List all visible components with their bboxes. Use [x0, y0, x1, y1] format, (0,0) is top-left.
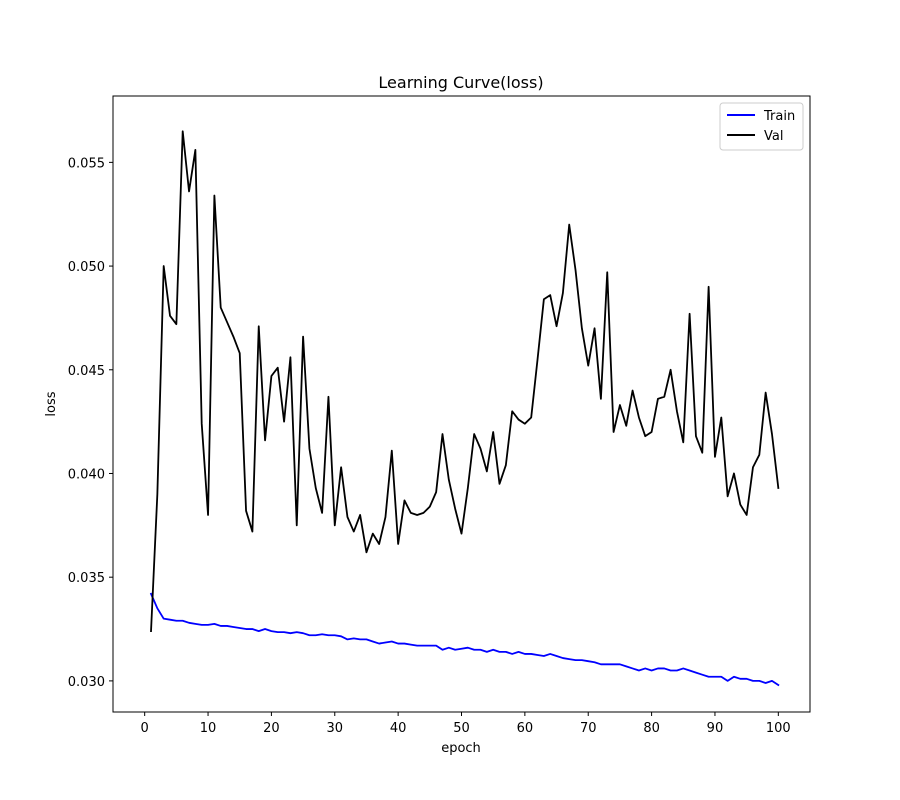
legend-label-val: Val — [764, 129, 783, 144]
x-tick-label: 60 — [517, 721, 534, 736]
x-tick-label: 80 — [643, 721, 660, 736]
y-axis-label: loss — [44, 391, 59, 416]
series-line-val — [150, 130, 780, 633]
y-tick-label: 0.035 — [68, 571, 105, 586]
x-tick-label: 10 — [200, 721, 217, 736]
x-tick-label: 100 — [766, 721, 791, 736]
x-tick-label: 0 — [141, 721, 149, 736]
series-layer — [149, 130, 780, 687]
x-tick-label: 20 — [263, 721, 280, 736]
x-tick-label: 70 — [580, 721, 597, 736]
y-tick-label: 0.030 — [68, 675, 105, 690]
y-axis: 0.030 0.035 0.040 0.045 0.050 0.055 — [68, 156, 113, 690]
legend: Train Val — [719, 102, 804, 151]
x-tick-label: 40 — [390, 721, 407, 736]
series-line-train — [149, 592, 780, 687]
y-tick-label: 0.040 — [68, 467, 105, 482]
x-axis-label: epoch — [441, 741, 481, 756]
plot-area — [113, 96, 810, 712]
y-tick-label: 0.055 — [68, 156, 105, 171]
x-tick-label: 90 — [707, 721, 724, 736]
x-tick-label: 50 — [453, 721, 470, 736]
y-tick-label: 0.050 — [68, 260, 105, 275]
chart-title: Learning Curve(loss) — [378, 73, 543, 92]
legend-label-train: Train — [763, 109, 795, 124]
y-tick-label: 0.045 — [68, 364, 105, 379]
x-axis: 0 10 20 30 40 50 60 70 80 90 100 — [141, 712, 791, 736]
x-tick-label: 30 — [326, 721, 343, 736]
